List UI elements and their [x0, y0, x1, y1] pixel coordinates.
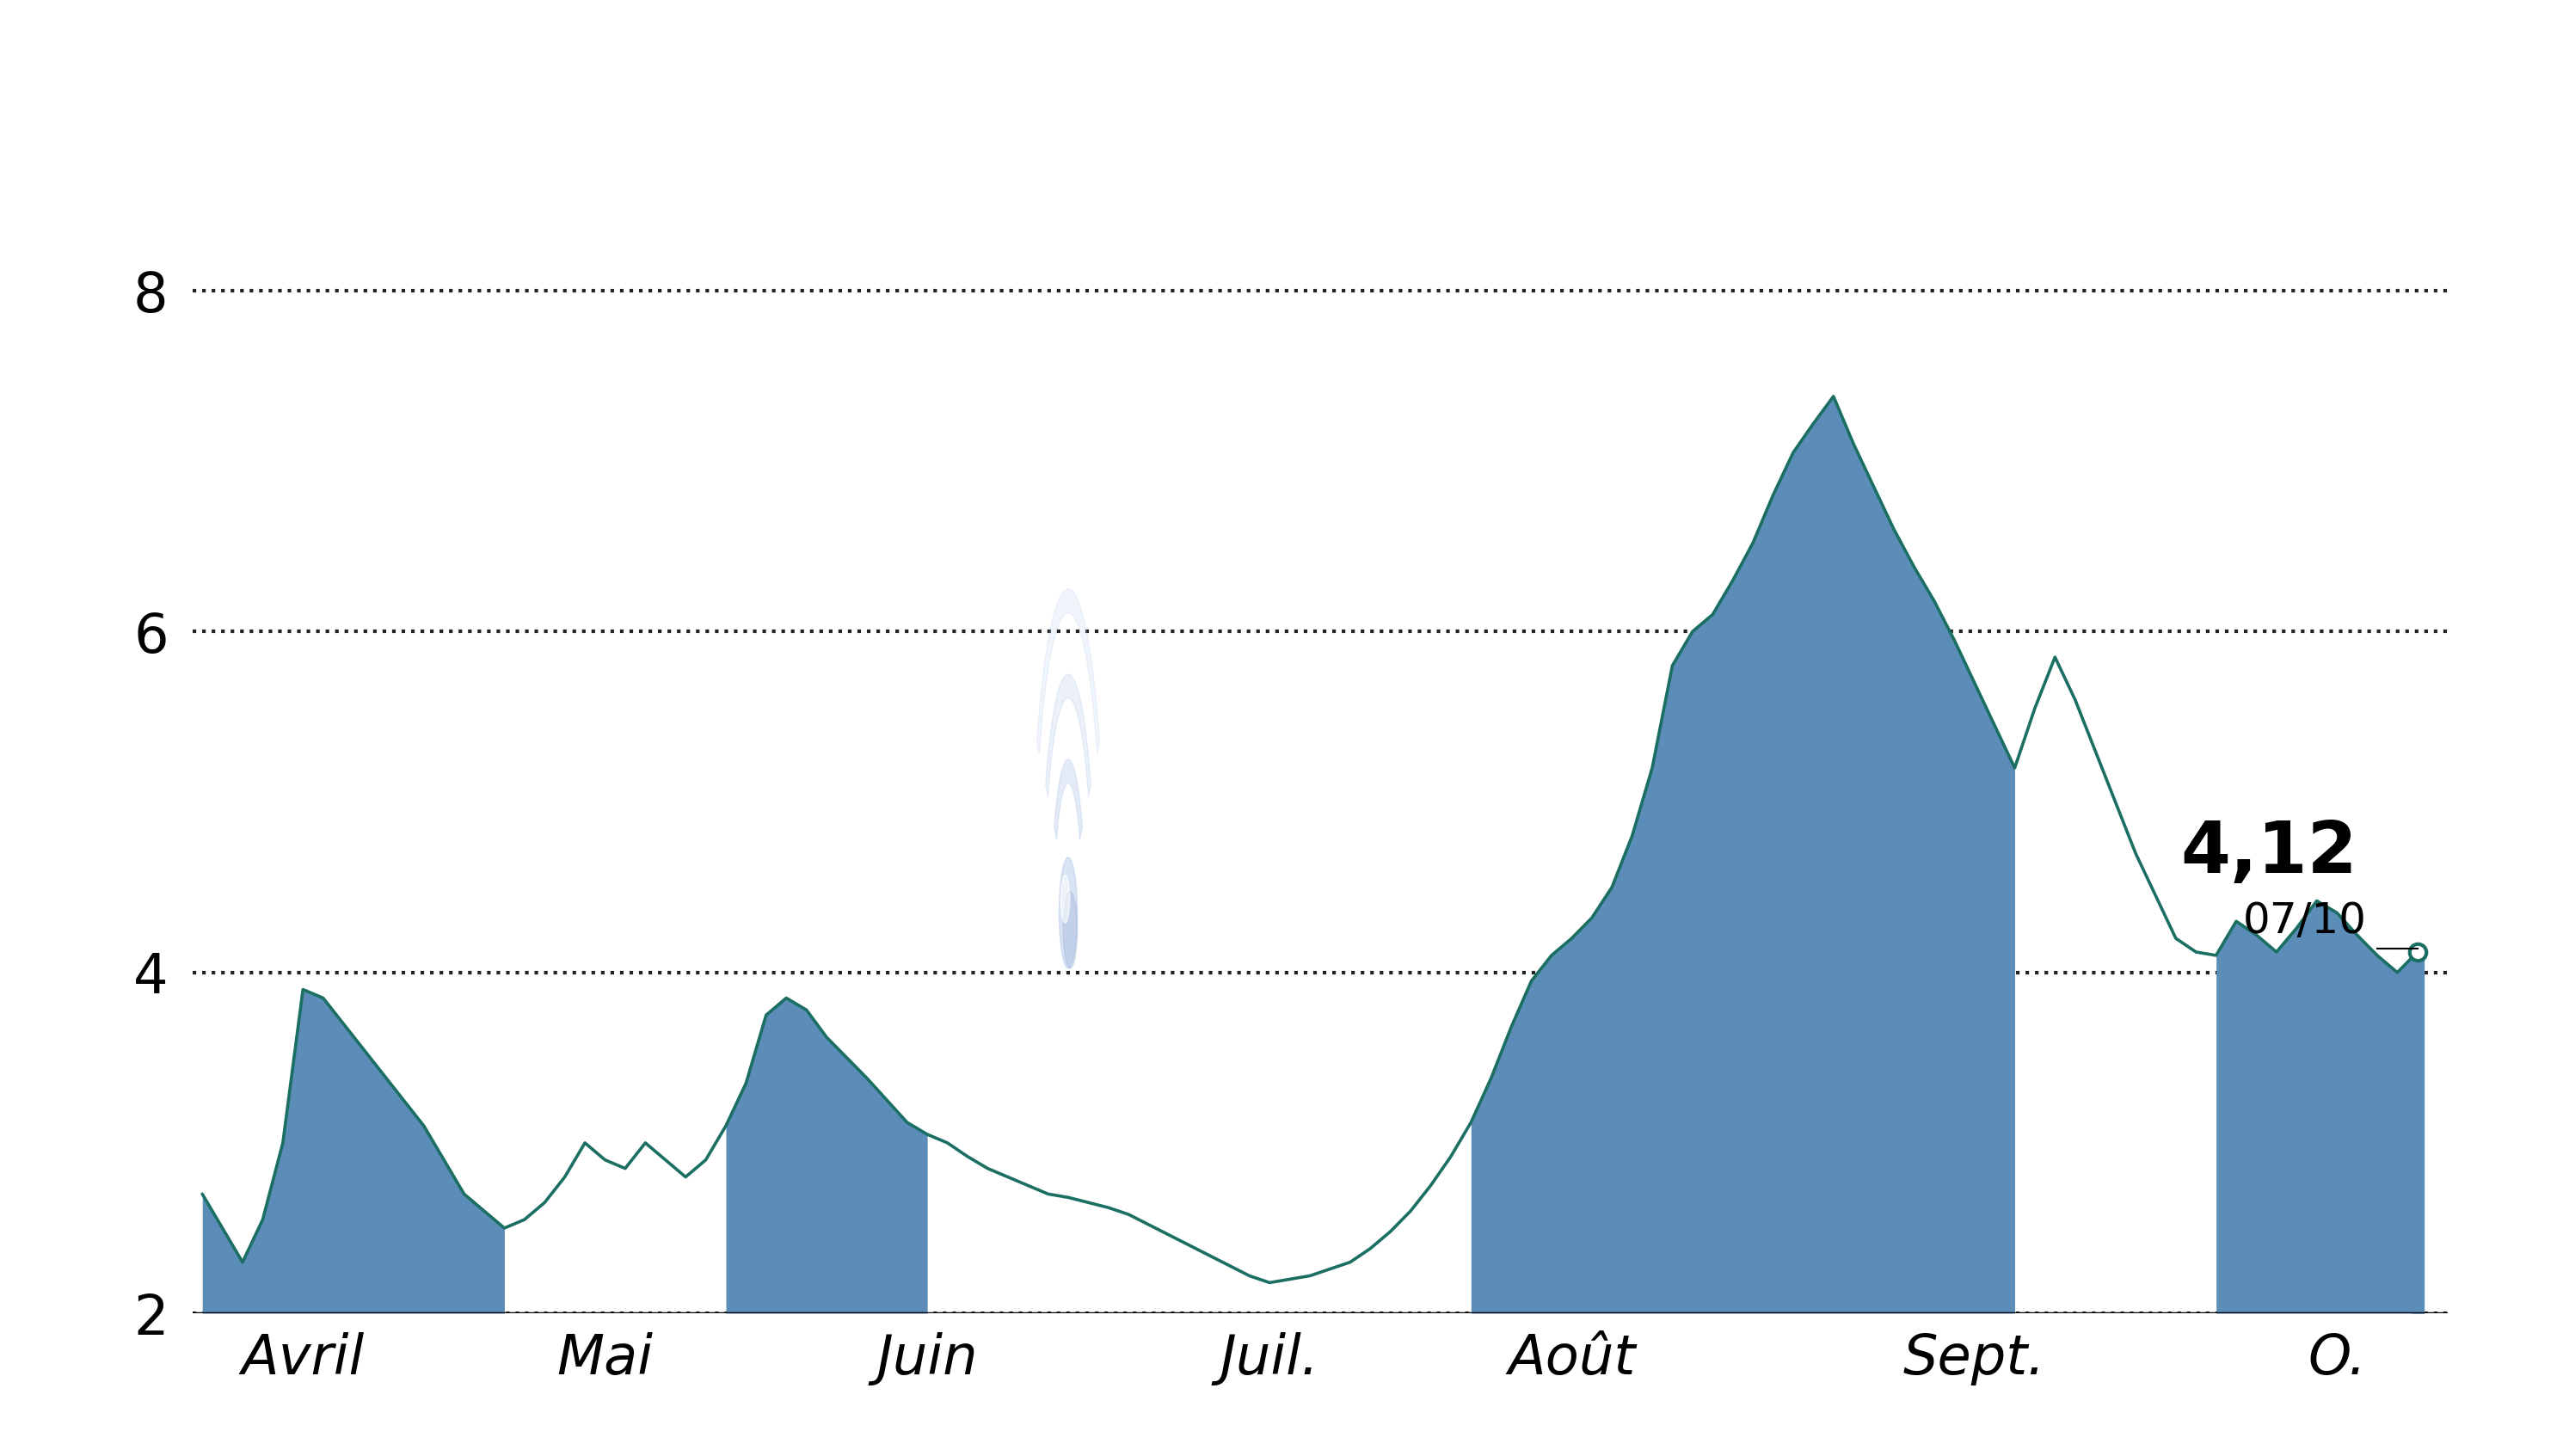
Ellipse shape	[1059, 858, 1076, 968]
Ellipse shape	[1064, 891, 1076, 968]
Text: MEDIANTECHNOLOGIES: MEDIANTECHNOLOGIES	[700, 20, 1863, 108]
Ellipse shape	[1061, 875, 1069, 923]
Text: 4,12: 4,12	[2181, 818, 2358, 887]
Wedge shape	[1046, 674, 1092, 796]
Wedge shape	[1053, 760, 1082, 840]
Wedge shape	[1038, 590, 1100, 754]
Text: 07/10: 07/10	[2243, 900, 2368, 942]
